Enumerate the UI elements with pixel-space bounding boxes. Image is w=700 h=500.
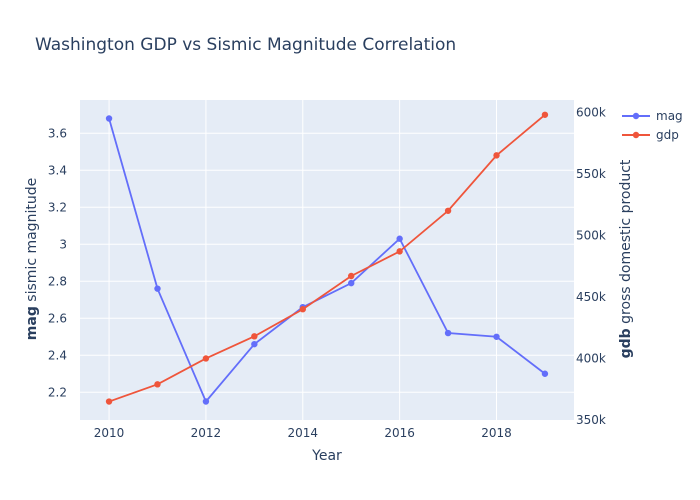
x-tick-label: 2014 bbox=[288, 426, 319, 440]
y-right-tick-label: 350k bbox=[576, 413, 606, 427]
data-point-gdp bbox=[202, 355, 210, 362]
data-point-gdp bbox=[154, 381, 161, 388]
chart-title: Washington GDP vs Sismic Magnitude Corre… bbox=[35, 35, 456, 55]
legend-marker-gdp bbox=[632, 131, 640, 139]
data-point-mag bbox=[348, 279, 355, 287]
x-tick-label: 2012 bbox=[191, 426, 222, 440]
y-axis-left-title: mag sismic magnitude bbox=[24, 178, 40, 340]
y-right-tick-label: 500k bbox=[576, 228, 606, 242]
data-point-mag bbox=[202, 398, 210, 405]
legend-item-mag[interactable]: mag bbox=[622, 109, 683, 123]
axes: 2010 2012 2014 2016 2018 2.2 2.4 2.6 2.8 3 3.2 3.4 3… bbox=[48, 105, 606, 440]
y-axis-right-title: gdb gross domestic product bbox=[618, 159, 634, 358]
data-point-gdp bbox=[493, 152, 500, 159]
y-axis-right-title-rest: gross domestic product bbox=[618, 159, 634, 328]
data-point-gdp bbox=[105, 398, 113, 405]
data-point-mag bbox=[444, 329, 452, 337]
data-point-mag bbox=[396, 235, 403, 242]
y-axis-left-title-rest: sismic magnitude bbox=[24, 178, 40, 306]
plot-area bbox=[80, 100, 574, 420]
legend-label-mag: mag bbox=[656, 109, 683, 123]
legend[interactable]: mag gdp bbox=[622, 109, 683, 142]
data-point-mag bbox=[105, 115, 113, 122]
y-left-tick-label: 2.6 bbox=[48, 311, 67, 325]
data-point-gdp bbox=[299, 306, 306, 313]
gridlines bbox=[80, 100, 574, 420]
series-line-gdp bbox=[108, 114, 546, 403]
data-point-gdp bbox=[444, 207, 452, 214]
series-line-mag bbox=[108, 118, 546, 404]
y-axis-left-title-bold: mag bbox=[24, 306, 40, 340]
series-layer bbox=[105, 111, 549, 405]
data-point-mag bbox=[251, 340, 258, 348]
legend-label-gdp: gdp bbox=[656, 128, 679, 142]
data-point-mag bbox=[154, 285, 161, 292]
y-right-tick-label: 550k bbox=[576, 167, 606, 181]
x-tick-label: 2018 bbox=[481, 426, 512, 440]
data-point-mag bbox=[541, 370, 549, 377]
data-point-gdp bbox=[348, 272, 355, 280]
data-point-mag bbox=[493, 333, 500, 340]
x-axis-title: Year bbox=[311, 448, 342, 464]
legend-item-gdp[interactable]: gdp bbox=[622, 128, 679, 142]
y-left-tick-label: 2.4 bbox=[48, 348, 67, 362]
y-right-tick-label: 600k bbox=[576, 105, 606, 119]
data-point-gdp bbox=[251, 333, 258, 340]
x-tick-label: 2016 bbox=[384, 426, 415, 440]
y-axis-right-title-bold: gdb bbox=[618, 328, 634, 358]
legend-marker-mag bbox=[632, 112, 640, 120]
x-tick-label: 2010 bbox=[94, 426, 125, 440]
y-left-tick-label: 2.2 bbox=[48, 385, 67, 399]
y-left-tick-label: 3.2 bbox=[48, 200, 67, 214]
y-right-tick-label: 400k bbox=[576, 351, 606, 365]
data-point-gdp bbox=[396, 248, 403, 255]
y-left-tick-label: 2.8 bbox=[48, 274, 67, 288]
y-left-tick-label: 3 bbox=[59, 237, 67, 251]
data-point-gdp bbox=[541, 111, 549, 118]
y-right-tick-label: 450k bbox=[576, 290, 606, 304]
y-left-tick-label: 3.6 bbox=[48, 126, 67, 140]
y-left-tick-label: 3.4 bbox=[48, 163, 67, 177]
